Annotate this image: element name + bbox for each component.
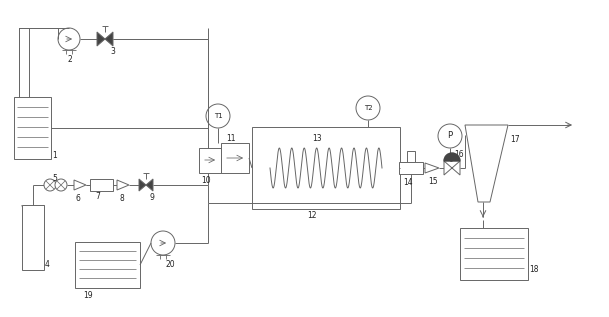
- Bar: [22, 205, 44, 270]
- Text: P: P: [448, 132, 452, 140]
- Polygon shape: [425, 163, 439, 173]
- Circle shape: [356, 96, 380, 120]
- Bar: [252, 127, 400, 209]
- Text: T1: T1: [214, 113, 222, 119]
- Polygon shape: [465, 125, 508, 202]
- Polygon shape: [444, 161, 460, 175]
- Circle shape: [438, 124, 462, 148]
- Polygon shape: [117, 180, 129, 190]
- Text: 8: 8: [120, 194, 125, 203]
- Text: 12: 12: [307, 211, 317, 220]
- Text: 1: 1: [52, 151, 57, 160]
- Bar: [221, 143, 249, 173]
- Text: 2: 2: [68, 55, 72, 64]
- Circle shape: [58, 28, 80, 50]
- Bar: [199, 148, 221, 173]
- Polygon shape: [74, 180, 86, 190]
- Text: 19: 19: [83, 291, 93, 300]
- Text: 17: 17: [510, 135, 519, 144]
- Text: 6: 6: [76, 194, 81, 203]
- Polygon shape: [139, 179, 153, 191]
- Text: 3: 3: [110, 47, 115, 56]
- Wedge shape: [444, 153, 460, 161]
- Text: 13: 13: [312, 134, 322, 143]
- Circle shape: [151, 231, 175, 255]
- Text: 14: 14: [403, 178, 413, 187]
- Circle shape: [44, 179, 56, 191]
- Text: 16: 16: [454, 150, 463, 159]
- Text: T2: T2: [364, 105, 372, 111]
- Text: 10: 10: [201, 176, 211, 185]
- Text: 20: 20: [165, 260, 175, 269]
- Bar: [90, 179, 113, 191]
- Text: 18: 18: [529, 265, 538, 274]
- Bar: [399, 162, 423, 174]
- Circle shape: [55, 179, 67, 191]
- Text: 4: 4: [45, 260, 50, 269]
- Text: 7: 7: [95, 192, 100, 201]
- Circle shape: [206, 104, 230, 128]
- Bar: [14, 97, 51, 159]
- Bar: [460, 228, 528, 280]
- Text: 15: 15: [428, 177, 438, 186]
- Text: 11: 11: [226, 134, 236, 143]
- Text: 9: 9: [150, 193, 155, 202]
- Bar: [75, 242, 140, 288]
- Polygon shape: [97, 32, 113, 46]
- Bar: [407, 151, 415, 162]
- Text: 5: 5: [52, 174, 57, 183]
